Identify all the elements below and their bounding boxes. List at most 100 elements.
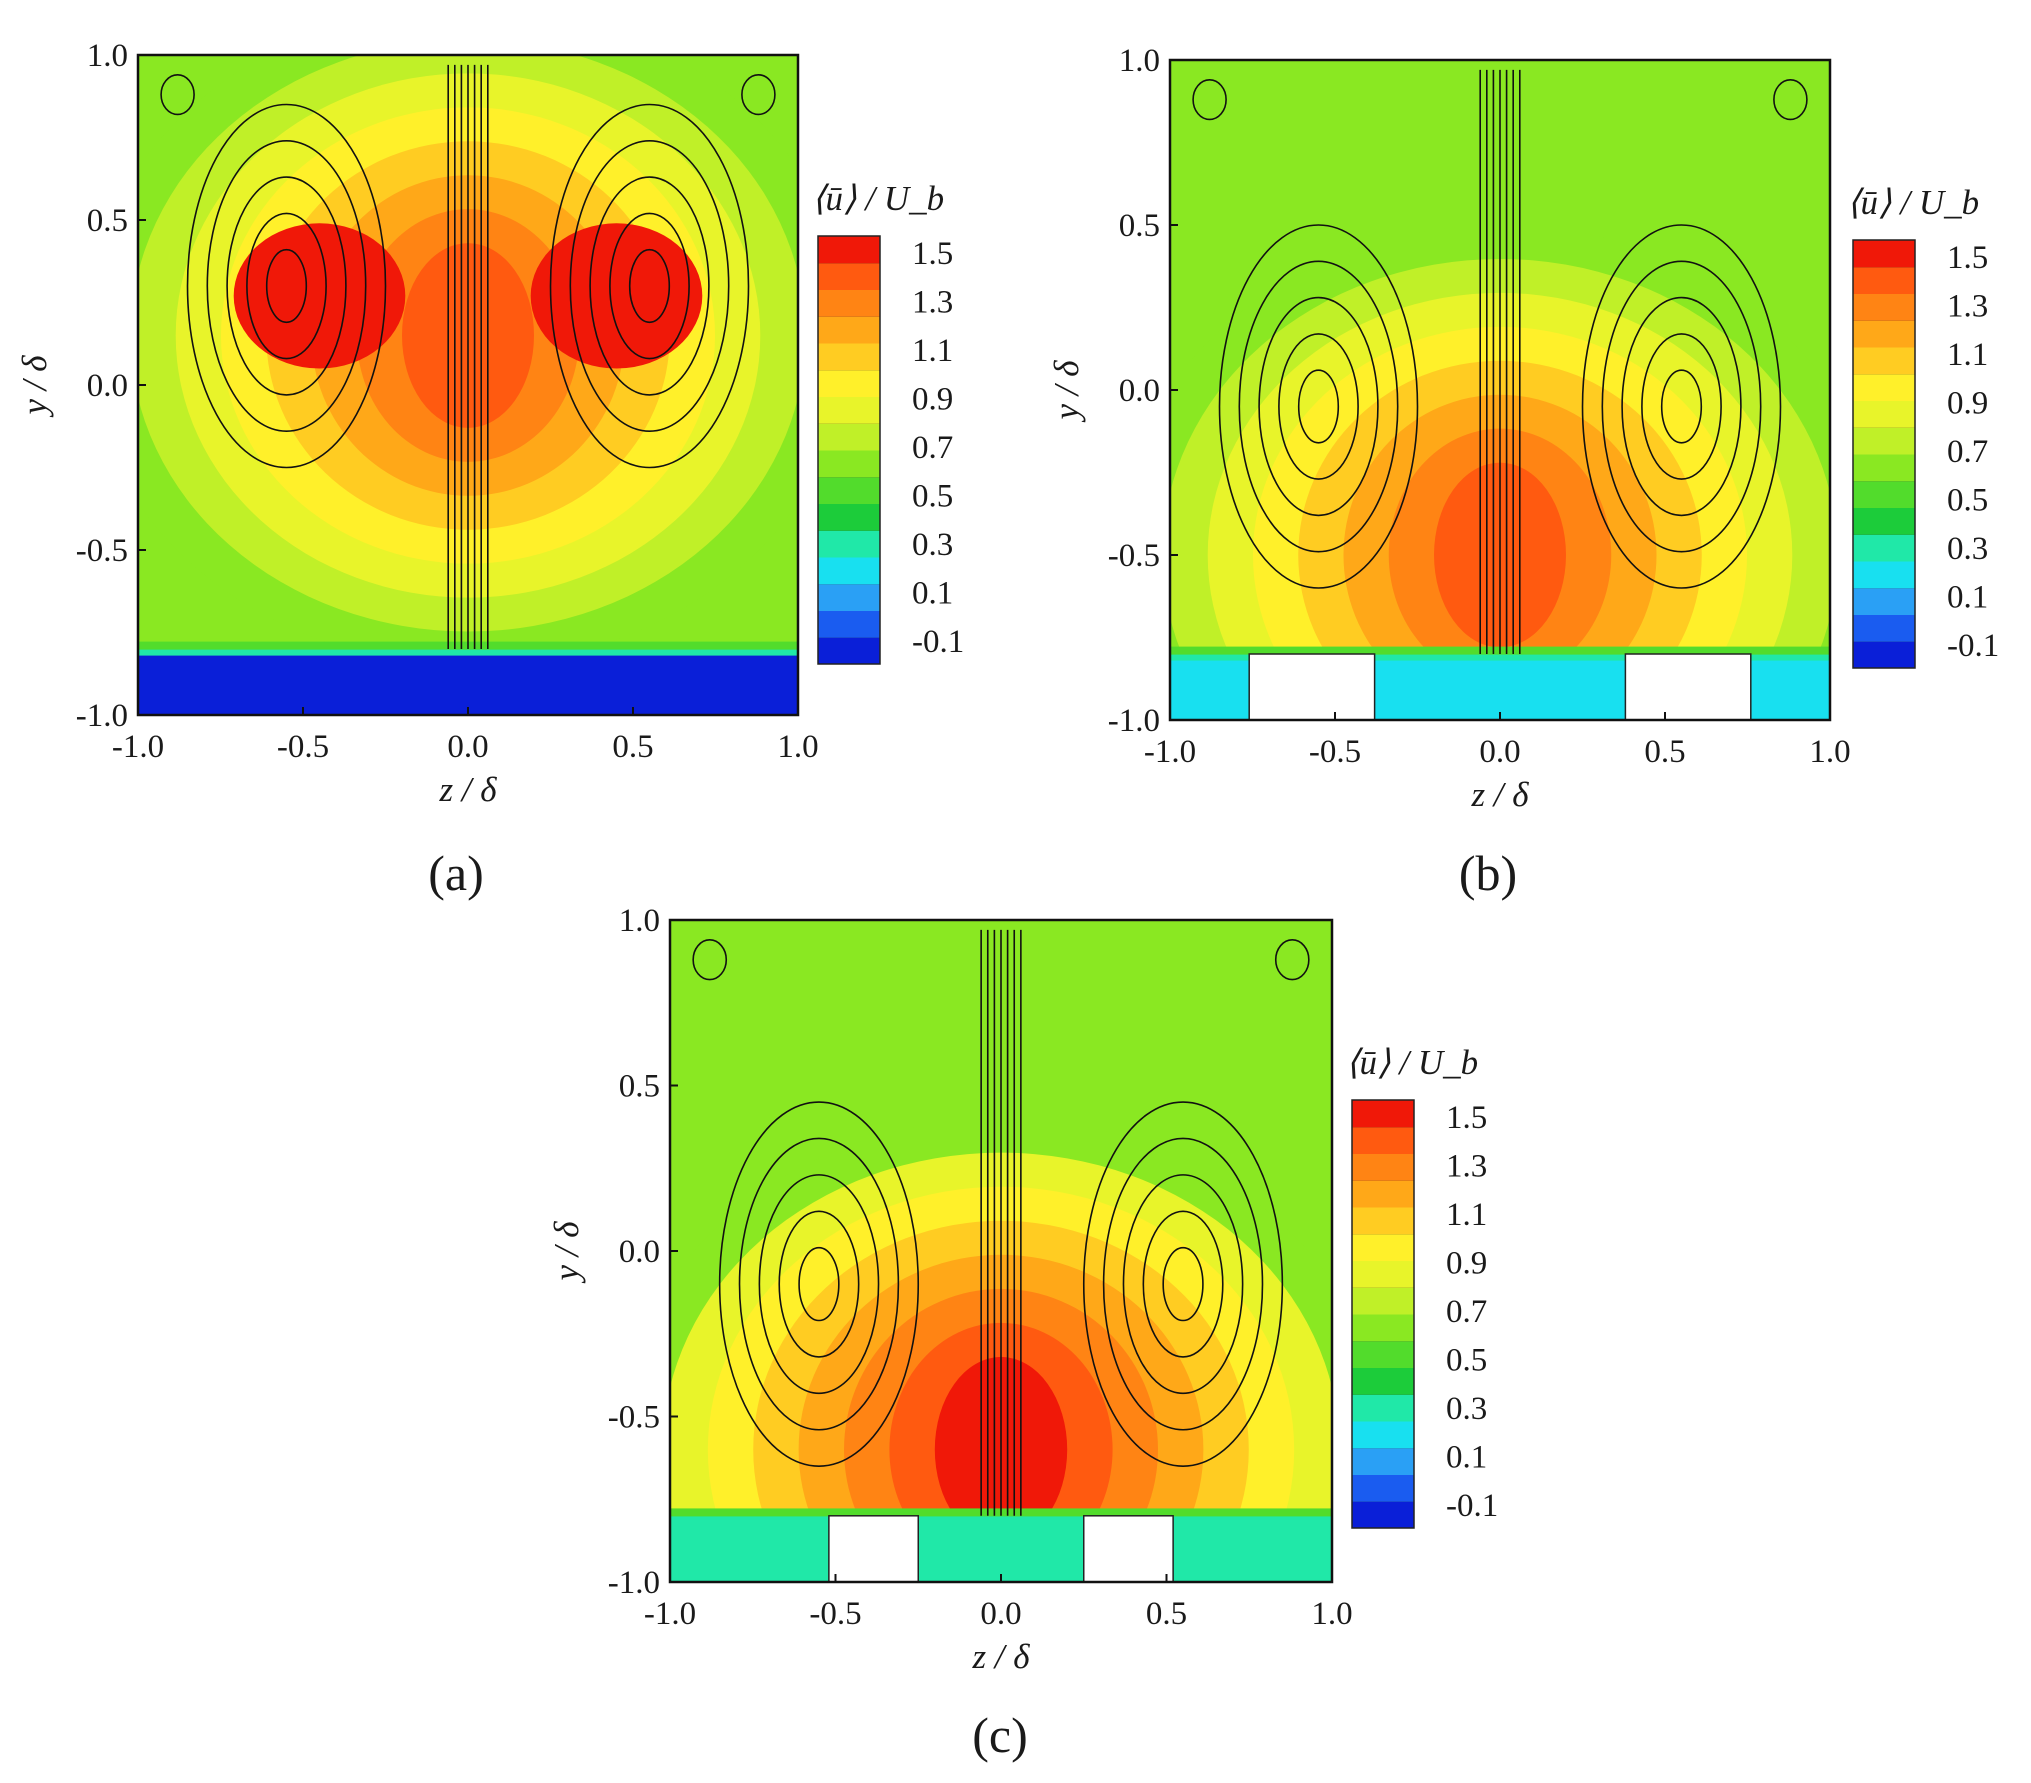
streamlines	[692, 929, 1310, 1516]
colorbar-swatch	[1352, 1287, 1414, 1315]
streamline	[609, 212, 690, 360]
streamline	[1258, 296, 1379, 517]
roughness-block	[1624, 653, 1752, 721]
colorbar-tick-label: 1.5	[1446, 1100, 1487, 1136]
y-tick-label: 0.5	[87, 203, 128, 239]
panel-caption: (a)	[428, 845, 484, 901]
streamline	[1278, 333, 1359, 480]
panel-caption: (c)	[972, 1707, 1028, 1763]
x-tick-label: 0.0	[447, 729, 488, 765]
colorbar-swatch	[1853, 454, 1915, 482]
colorbar-swatch	[1352, 1260, 1414, 1288]
colorbar-tick-label: 0.5	[1446, 1343, 1487, 1379]
colorbar-swatch	[818, 262, 880, 290]
y-tick-label: -1.0	[1108, 703, 1160, 739]
streamline	[1641, 333, 1722, 480]
streamline	[718, 1101, 920, 1467]
panel-a: -1.0 -0.5 0.0 0.5 1.0 -1.0 -0.5 0.0 0.5 1.0 z / δ y…	[15, 38, 964, 901]
colorbar-swatch	[1352, 1100, 1414, 1128]
colorbar-swatch	[1853, 240, 1915, 268]
x-tick-label: 0.5	[612, 729, 653, 765]
y-tick-label: 1.0	[1119, 43, 1160, 79]
colorbar-swatch	[818, 450, 880, 478]
colorbar-tick-label: 1.1	[1446, 1197, 1487, 1233]
colorbar-tick-label: 0.1	[912, 576, 953, 612]
colorbar-tick-label: 0.3	[912, 527, 953, 563]
colorbar-tick-label: 0.3	[1947, 531, 1988, 567]
colorbar-swatch	[1352, 1153, 1414, 1181]
colorbar-title: ⟨ū⟩ / U_b	[812, 179, 944, 218]
streamline	[758, 1174, 880, 1395]
x-tick-label: 1.0	[777, 729, 818, 765]
streamline	[1297, 369, 1340, 444]
streamline	[778, 1210, 860, 1358]
colorbar-tick-label: 1.1	[912, 333, 953, 369]
colorbar-swatch	[1352, 1180, 1414, 1208]
streamlines	[160, 64, 776, 649]
contour-band	[138, 649, 798, 658]
streamline	[1102, 1137, 1264, 1431]
streamline	[1162, 1246, 1204, 1322]
contour-field	[1170, 60, 1830, 720]
streamline	[186, 103, 387, 469]
streamline	[1621, 296, 1742, 517]
y-tick-label: -0.5	[1108, 538, 1160, 574]
streamline	[265, 248, 308, 324]
colorbar-tick-label: 1.3	[1446, 1149, 1487, 1185]
streamline	[798, 1246, 840, 1322]
streamline	[1238, 260, 1399, 553]
colorbar-title: ⟨ū⟩ / U_b	[1847, 183, 1979, 222]
colorbar-tick-label: 0.9	[1446, 1246, 1487, 1282]
x-tick-label: 0.0	[980, 1596, 1021, 1632]
x-axis-label: z / δ	[438, 770, 497, 809]
x-tick-label: -0.5	[277, 729, 329, 765]
x-tick-label: 1.0	[1809, 734, 1850, 770]
colorbar-swatch	[1352, 1314, 1414, 1342]
colorbar-tick-label: 0.7	[912, 430, 953, 466]
streamline	[1581, 224, 1782, 589]
streamline	[549, 103, 750, 469]
colorbar-swatch	[818, 476, 880, 504]
y-tick-label: -0.5	[76, 533, 128, 569]
streamline	[206, 140, 367, 432]
x-tick-label: -1.0	[644, 1596, 696, 1632]
colorbar-title: ⟨ū⟩ / U_b	[1346, 1043, 1478, 1082]
x-axis-label: z / δ	[971, 1637, 1030, 1676]
colorbar-swatch	[1853, 400, 1915, 428]
colorbar-swatch	[818, 236, 880, 264]
streamline	[692, 939, 728, 981]
x-tick-label: -0.5	[809, 1596, 861, 1632]
streamline	[1660, 369, 1703, 444]
streamline	[246, 212, 327, 360]
x-tick-label: 0.5	[1146, 1596, 1187, 1632]
contour-band	[138, 655, 798, 715]
colorbar-swatch	[1352, 1501, 1414, 1529]
colorbar-swatch	[818, 530, 880, 558]
y-axis-label: y / δ	[1047, 360, 1086, 423]
colorbar-tick-label: -0.1	[1446, 1488, 1498, 1524]
colorbar-swatch	[818, 289, 880, 317]
colorbar-swatch	[818, 610, 880, 638]
streamline	[1601, 260, 1762, 553]
colorbar-swatch	[1853, 373, 1915, 401]
colorbar-swatch	[1853, 534, 1915, 562]
y-tick-label: 0.5	[1119, 208, 1160, 244]
colorbar-swatch	[1352, 1233, 1414, 1261]
colorbar-tick-label: 0.1	[1947, 580, 1988, 616]
colorbar-swatch	[1853, 347, 1915, 375]
colorbar-tick-label: 0.9	[912, 382, 953, 418]
colorbar-swatch	[1853, 561, 1915, 589]
colorbar-tick-label: 0.1	[1446, 1440, 1487, 1476]
colorbar-swatch	[1352, 1447, 1414, 1475]
colorbar-tick-label: 1.3	[1947, 289, 1988, 325]
streamline	[226, 176, 347, 396]
colorbar-tick-label: 1.5	[1947, 240, 1988, 276]
colorbar-frame	[1852, 239, 1916, 669]
y-tick-label: 0.0	[1119, 373, 1160, 409]
colorbar-swatch	[1352, 1474, 1414, 1502]
colorbar-swatch	[818, 583, 880, 611]
colorbar-swatch	[1853, 614, 1915, 642]
roughness-block	[1248, 653, 1376, 721]
streamline	[1274, 939, 1310, 981]
